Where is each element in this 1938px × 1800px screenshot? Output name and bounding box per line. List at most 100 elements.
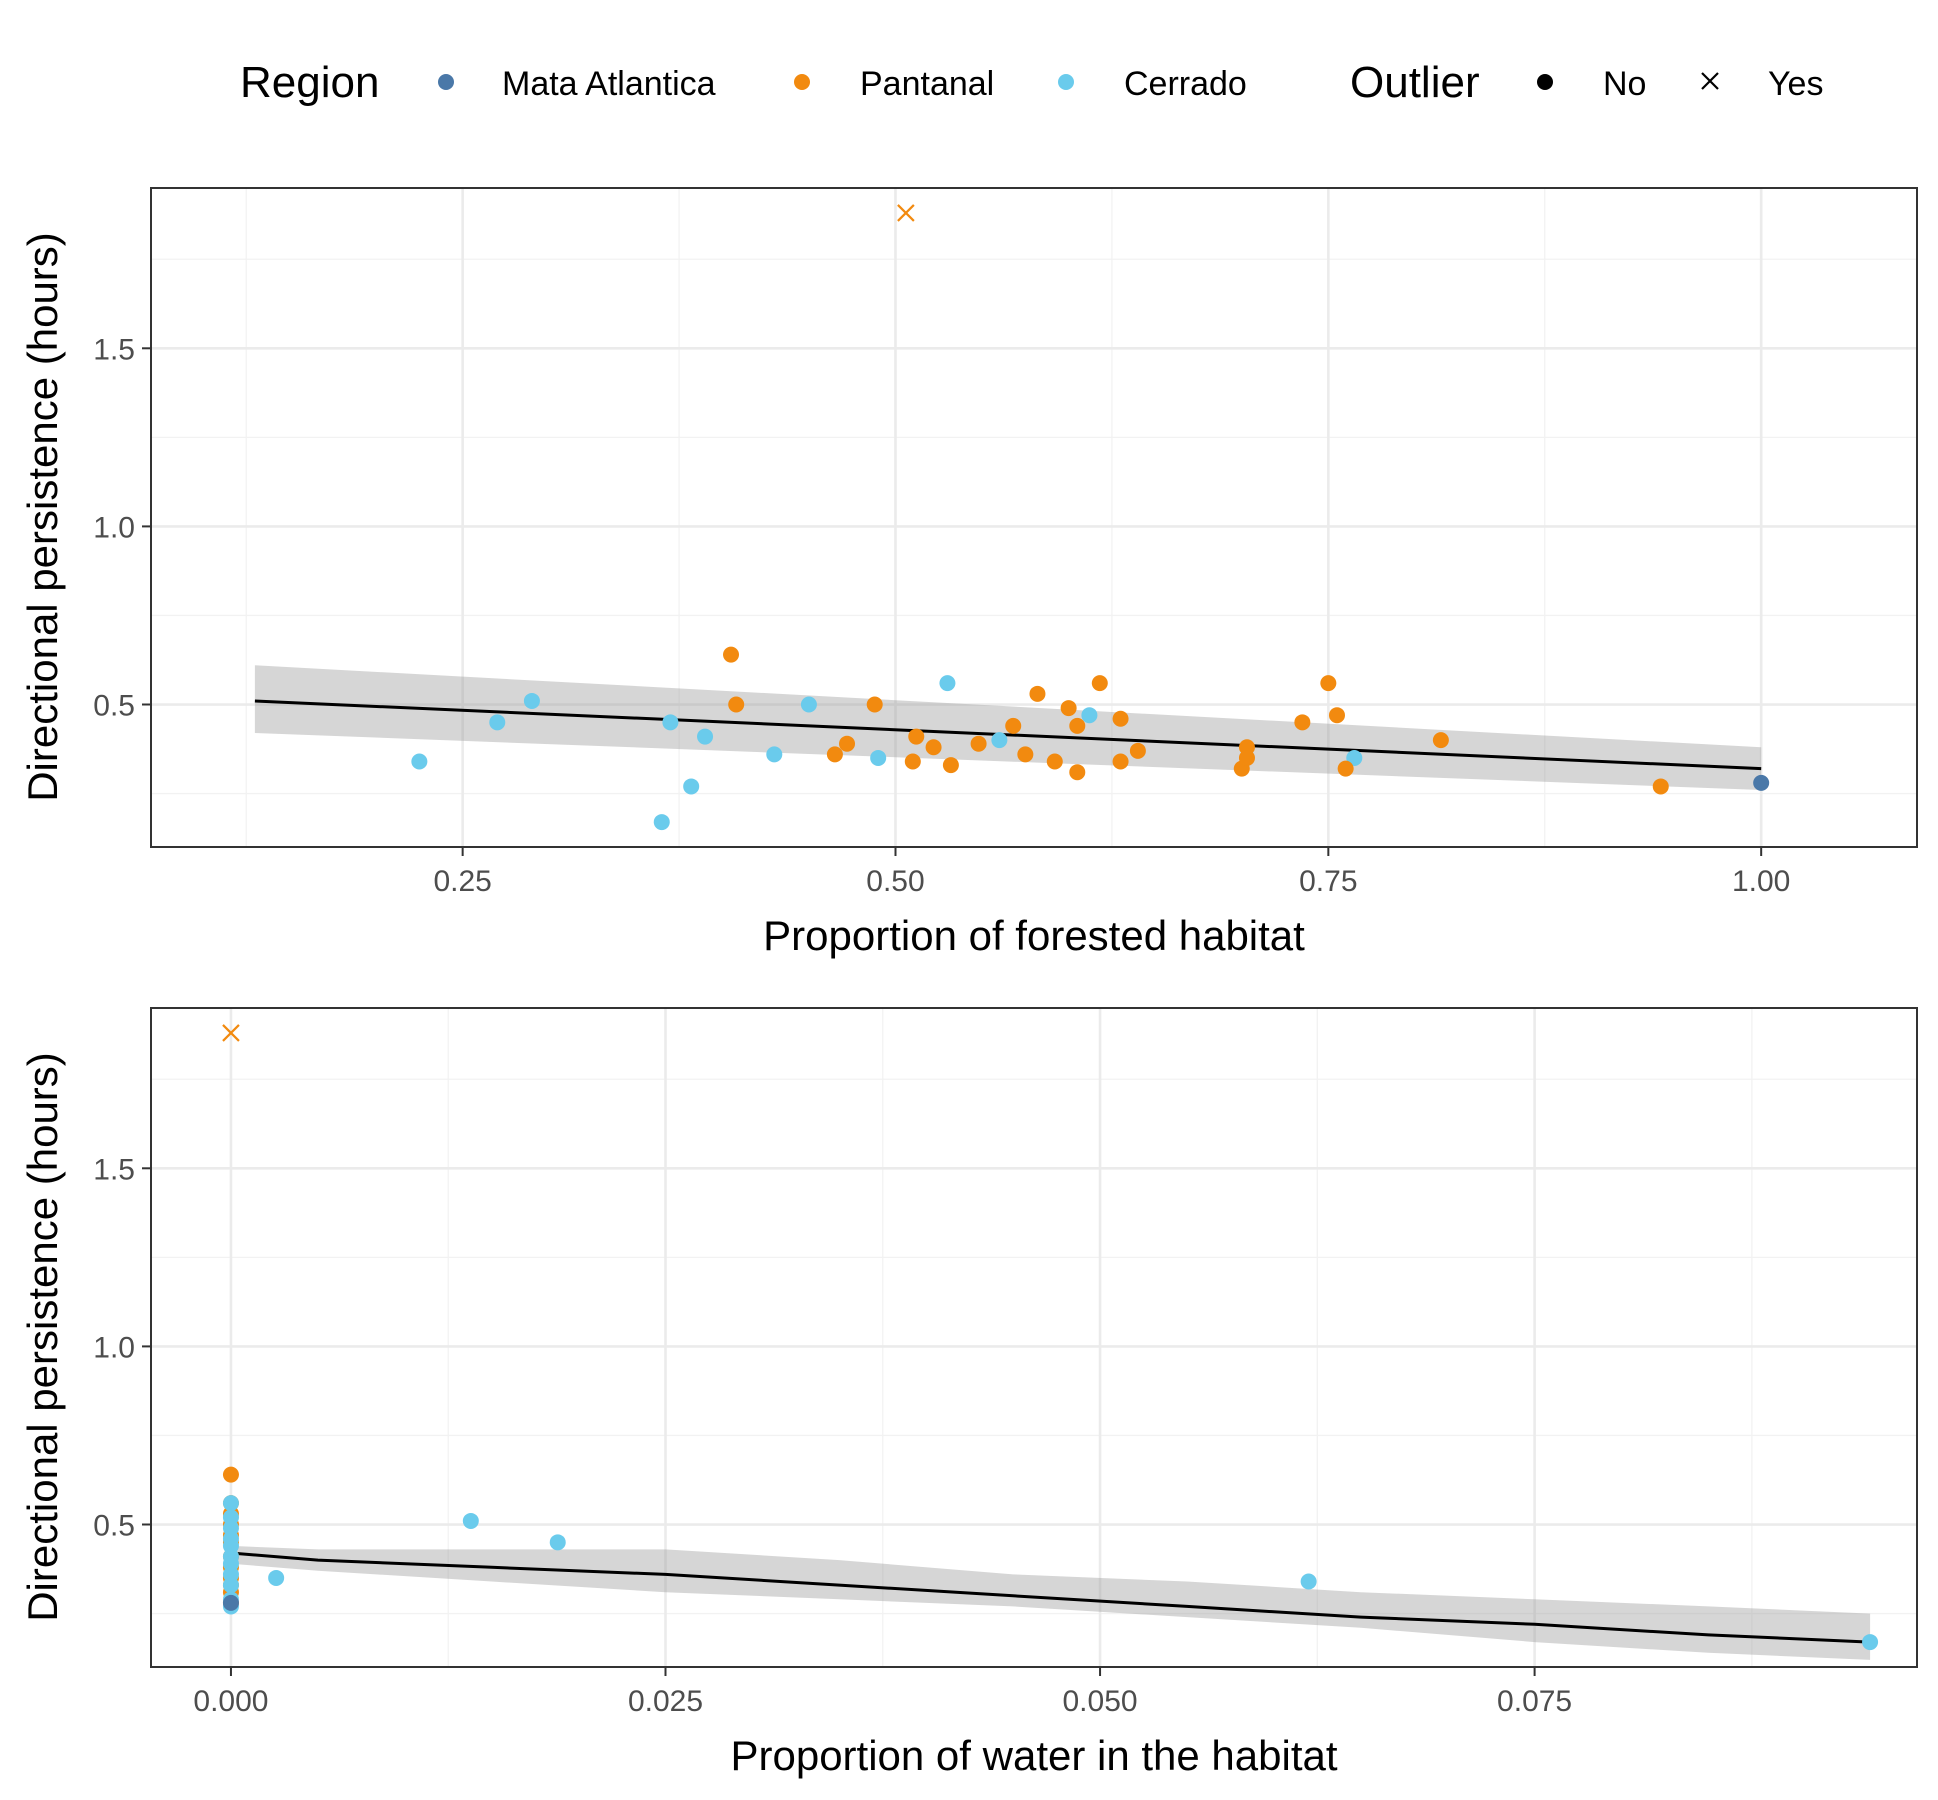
panel-border bbox=[150, 187, 1918, 848]
data-point bbox=[1346, 749, 1363, 766]
data-point bbox=[1029, 685, 1046, 702]
x-tick-label: 0.075 bbox=[1497, 1685, 1572, 1718]
legend-label-outlier-yes: Yes bbox=[1768, 65, 1823, 103]
legend-item-outlier-no: No bbox=[1537, 65, 1646, 103]
data-point bbox=[1017, 746, 1034, 763]
data-point bbox=[970, 735, 987, 752]
legend: Region Mata Atlantica Pantanal Cerrado O… bbox=[240, 58, 1823, 107]
data-point bbox=[1112, 710, 1129, 727]
x-tick-label: 0.025 bbox=[628, 1685, 703, 1718]
data-point bbox=[870, 749, 887, 766]
axes: 0.25 0.50 0.75 1.00 0.5 1.0 1.5 bbox=[93, 333, 1790, 898]
legend-outlier-title: Outlier bbox=[1350, 58, 1480, 107]
data-point bbox=[1069, 764, 1086, 781]
gridlines bbox=[151, 1008, 1917, 1667]
data-point bbox=[991, 732, 1008, 749]
data-point bbox=[222, 1495, 239, 1512]
data-point bbox=[728, 696, 745, 713]
regression-line bbox=[254, 699, 1762, 771]
data-point bbox=[942, 757, 959, 774]
panel-water-habitat: 0.000 0.025 0.050 0.075 0.5 1.0 1.5 Proportion… bbox=[19, 1007, 1918, 1779]
data-point bbox=[268, 1569, 285, 1586]
legend-key-dot bbox=[1537, 74, 1553, 90]
data-point bbox=[1753, 774, 1770, 791]
data-point bbox=[1238, 749, 1255, 766]
y-tick-label: 1.5 bbox=[93, 1153, 135, 1186]
data-points bbox=[411, 204, 1770, 831]
data-point bbox=[222, 1577, 239, 1594]
data-point bbox=[1320, 675, 1337, 692]
panel-forested-habitat: 0.25 0.50 0.75 1.00 0.5 1.0 1.5 Proportion of … bbox=[19, 187, 1918, 959]
data-point bbox=[925, 739, 942, 756]
x-tick-label: 0.000 bbox=[193, 1685, 268, 1718]
data-point bbox=[1060, 700, 1077, 717]
y-tick-label: 1.0 bbox=[93, 511, 135, 544]
legend-item-outlier-yes: Yes bbox=[1701, 65, 1823, 103]
x-tick-label: 1.00 bbox=[1732, 865, 1790, 898]
x-tick-label: 0.50 bbox=[866, 865, 924, 898]
data-point bbox=[462, 1512, 479, 1529]
legend-label-cerrado: Cerrado bbox=[1124, 65, 1247, 103]
data-point bbox=[662, 714, 679, 731]
data-point bbox=[826, 746, 843, 763]
outlier-point bbox=[897, 204, 915, 222]
legend-item-cerrado: Cerrado bbox=[1058, 65, 1247, 103]
legend-label-pantanal: Pantanal bbox=[860, 65, 994, 103]
panel-border bbox=[150, 1007, 1918, 1668]
data-point bbox=[904, 753, 921, 770]
data-point bbox=[939, 675, 956, 692]
y-axis-title: Directional persistence (hours) bbox=[19, 1052, 66, 1622]
x-axis-title: Proportion of forested habitat bbox=[763, 912, 1305, 959]
legend-key-mata-atlantica bbox=[438, 74, 454, 90]
data-point bbox=[1129, 742, 1146, 759]
axes: 0.000 0.025 0.050 0.075 0.5 1.0 1.5 bbox=[93, 1153, 1572, 1718]
data-point bbox=[523, 692, 540, 709]
data-point bbox=[1652, 778, 1669, 795]
data-points bbox=[222, 1024, 1879, 1651]
data-point bbox=[1328, 707, 1345, 724]
data-point bbox=[1432, 732, 1449, 749]
legend-region-title: Region bbox=[240, 58, 379, 107]
data-point bbox=[489, 714, 506, 731]
data-point bbox=[653, 814, 670, 831]
data-point bbox=[697, 728, 714, 745]
data-point bbox=[222, 1466, 239, 1483]
legend-label-outlier-no: No bbox=[1603, 65, 1646, 103]
data-point bbox=[1005, 717, 1022, 734]
y-tick-label: 0.5 bbox=[93, 1510, 135, 1543]
y-tick-label: 1.5 bbox=[93, 333, 135, 366]
legend-key-cerrado bbox=[1058, 74, 1074, 90]
x-tick-label: 0.050 bbox=[1063, 1685, 1138, 1718]
legend-label-mata-atlantica: Mata Atlantica bbox=[502, 65, 716, 103]
data-point bbox=[1862, 1634, 1879, 1651]
regression-line bbox=[230, 1551, 1871, 1644]
data-point bbox=[1081, 707, 1098, 724]
legend-item-mata-atlantica: Mata Atlantica bbox=[438, 65, 716, 103]
data-point bbox=[1069, 717, 1086, 734]
y-tick-label: 0.5 bbox=[93, 690, 135, 723]
data-point bbox=[1112, 753, 1129, 770]
data-point bbox=[1046, 753, 1063, 770]
legend-key-pantanal bbox=[794, 74, 810, 90]
gridlines bbox=[151, 188, 1917, 847]
x-tick-label: 0.25 bbox=[433, 865, 491, 898]
data-point bbox=[839, 735, 856, 752]
data-point bbox=[1337, 760, 1354, 777]
data-point bbox=[1091, 675, 1108, 692]
fit-line bbox=[254, 699, 1762, 771]
data-point bbox=[549, 1534, 566, 1551]
data-point bbox=[723, 646, 740, 663]
data-point bbox=[411, 753, 428, 770]
data-point bbox=[800, 696, 817, 713]
outlier-point bbox=[222, 1024, 240, 1042]
data-point bbox=[908, 728, 925, 745]
data-point bbox=[222, 1594, 239, 1611]
data-point bbox=[1300, 1573, 1317, 1590]
legend-item-pantanal: Pantanal bbox=[794, 65, 994, 103]
fit-line bbox=[230, 1551, 1871, 1644]
data-point bbox=[766, 746, 783, 763]
panel-background bbox=[151, 1008, 1917, 1667]
legend-key-cross bbox=[1701, 72, 1719, 90]
data-point bbox=[683, 778, 700, 795]
